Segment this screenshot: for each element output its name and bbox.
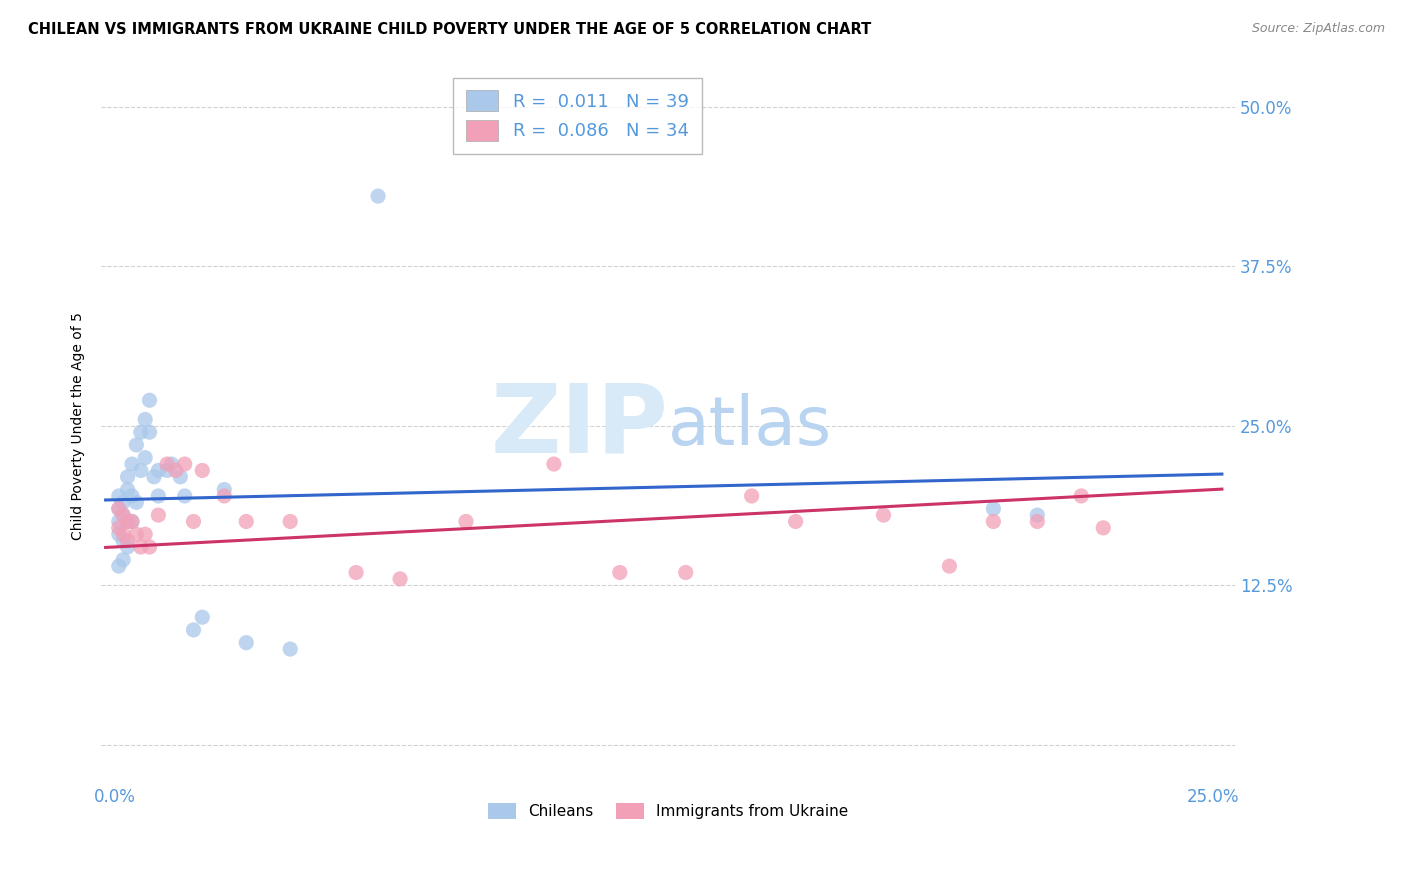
- Point: [214, 483, 236, 497]
- Point: [160, 457, 183, 471]
- Legend: Chileans, Immigrants from Ukraine: Chileans, Immigrants from Ukraine: [482, 797, 855, 825]
- Point: [107, 501, 129, 516]
- Point: [112, 508, 135, 522]
- Point: [129, 540, 152, 554]
- Point: [117, 515, 139, 529]
- Point: [344, 566, 367, 580]
- Y-axis label: Child Poverty Under the Age of 5: Child Poverty Under the Age of 5: [72, 312, 86, 540]
- Point: [107, 489, 129, 503]
- Point: [389, 572, 412, 586]
- Point: [165, 463, 187, 477]
- Point: [191, 610, 214, 624]
- Point: [148, 508, 170, 522]
- Point: [142, 470, 165, 484]
- Point: [134, 527, 156, 541]
- Point: [138, 540, 160, 554]
- Point: [121, 515, 143, 529]
- Point: [129, 425, 152, 439]
- Point: [1026, 508, 1049, 522]
- Point: [675, 566, 697, 580]
- Point: [543, 457, 565, 471]
- Point: [214, 489, 236, 503]
- Point: [107, 559, 129, 574]
- Point: [107, 515, 129, 529]
- Point: [609, 566, 631, 580]
- Point: [235, 515, 257, 529]
- Point: [872, 508, 894, 522]
- Point: [112, 527, 135, 541]
- Point: [1092, 521, 1115, 535]
- Text: atlas: atlas: [668, 392, 832, 458]
- Point: [148, 489, 170, 503]
- Point: [983, 515, 1005, 529]
- Point: [117, 540, 139, 554]
- Point: [983, 501, 1005, 516]
- Text: ZIP: ZIP: [491, 379, 668, 472]
- Point: [117, 483, 139, 497]
- Point: [121, 489, 143, 503]
- Point: [125, 527, 148, 541]
- Point: [741, 489, 763, 503]
- Point: [129, 463, 152, 477]
- Point: [278, 515, 301, 529]
- Point: [121, 457, 143, 471]
- Point: [156, 463, 179, 477]
- Point: [785, 515, 807, 529]
- Point: [191, 463, 214, 477]
- Point: [125, 438, 148, 452]
- Point: [107, 521, 129, 535]
- Point: [117, 533, 139, 548]
- Point: [367, 189, 389, 203]
- Point: [938, 559, 960, 574]
- Point: [112, 553, 135, 567]
- Point: [235, 636, 257, 650]
- Point: [156, 457, 179, 471]
- Point: [183, 623, 205, 637]
- Point: [454, 515, 477, 529]
- Point: [148, 463, 170, 477]
- Point: [173, 489, 195, 503]
- Point: [134, 450, 156, 465]
- Point: [117, 470, 139, 484]
- Point: [112, 533, 135, 548]
- Point: [112, 508, 135, 522]
- Point: [1070, 489, 1092, 503]
- Text: Source: ZipAtlas.com: Source: ZipAtlas.com: [1251, 22, 1385, 36]
- Text: CHILEAN VS IMMIGRANTS FROM UKRAINE CHILD POVERTY UNDER THE AGE OF 5 CORRELATION : CHILEAN VS IMMIGRANTS FROM UKRAINE CHILD…: [28, 22, 872, 37]
- Point: [278, 642, 301, 657]
- Point: [173, 457, 195, 471]
- Point: [169, 470, 191, 484]
- Point: [1026, 515, 1049, 529]
- Point: [107, 527, 129, 541]
- Point: [121, 515, 143, 529]
- Point: [125, 495, 148, 509]
- Point: [112, 495, 135, 509]
- Point: [138, 425, 160, 439]
- Point: [117, 515, 139, 529]
- Point: [134, 412, 156, 426]
- Point: [107, 501, 129, 516]
- Point: [183, 515, 205, 529]
- Point: [138, 393, 160, 408]
